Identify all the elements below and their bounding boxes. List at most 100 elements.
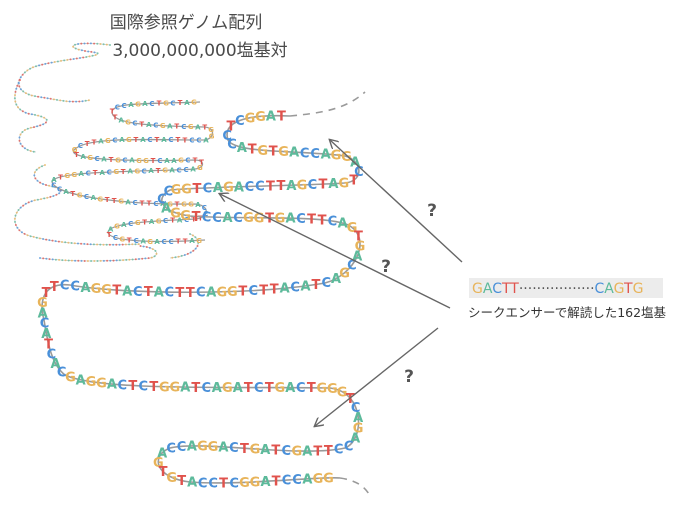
genome-base-letter: A xyxy=(285,381,295,396)
background-base-dot xyxy=(189,233,191,235)
background-base-dot xyxy=(25,203,27,205)
background-base-dot xyxy=(22,205,24,207)
genome-base-letter: C xyxy=(60,278,70,293)
background-base-dot xyxy=(39,257,41,259)
genome-base-letter: T xyxy=(127,237,132,245)
background-base-dot xyxy=(34,177,36,179)
background-base-dot xyxy=(93,260,95,262)
genome-base-letter: C xyxy=(296,212,306,227)
background-base-dot xyxy=(44,63,46,65)
genome-base-letter: G xyxy=(291,445,302,460)
genome-base-letter: G xyxy=(134,168,140,176)
genome-base-letter: C xyxy=(118,379,128,394)
genome-base-letter: C xyxy=(112,137,117,145)
genome-base-letter: C xyxy=(296,381,306,396)
genome-base-letter: T xyxy=(178,99,183,107)
genome-base-letter: T xyxy=(140,199,145,207)
background-base-dot xyxy=(82,57,84,59)
genome-base-letter: C xyxy=(233,211,243,226)
background-base-dot xyxy=(109,244,111,246)
genome-base-letter: G xyxy=(178,157,184,165)
read-base: T xyxy=(623,281,633,297)
background-base-dot xyxy=(41,64,43,66)
genome-base-letter: T xyxy=(175,286,184,301)
genome-base-letter: G xyxy=(159,380,170,395)
genome-base-letter: C xyxy=(147,136,152,144)
genome-base-letter: A xyxy=(140,136,146,144)
strand-continuation-top xyxy=(290,92,365,116)
background-base-dot xyxy=(39,182,41,184)
genome-base-letter: A xyxy=(98,138,104,146)
genome-base-letter: C xyxy=(132,120,137,128)
genome-base-letter: A xyxy=(76,373,86,388)
arrow-to-bottom-candidate xyxy=(315,328,438,426)
genome-base-letter: C xyxy=(189,136,194,144)
genome-base-letter: C xyxy=(328,215,338,230)
genome-base-letter: A xyxy=(285,212,295,227)
background-base-dot xyxy=(122,259,124,261)
background-base-dot xyxy=(100,43,102,45)
background-base-dot xyxy=(61,241,63,243)
genome-base-letter: C xyxy=(282,444,292,459)
genome-base-letter: T xyxy=(149,380,158,395)
genome-base-letter: C xyxy=(149,100,154,108)
genome-base-letter: C xyxy=(229,476,239,491)
genome-base-letter: T xyxy=(142,218,147,226)
genome-base-letter: G xyxy=(278,145,289,160)
genome-base-letter: C xyxy=(254,381,264,396)
genome-base-letter: A xyxy=(218,441,228,456)
background-base-dot xyxy=(15,104,17,106)
genome-base-letter: C xyxy=(184,166,189,174)
genome-base-letter: A xyxy=(169,167,175,175)
background-base-dot xyxy=(90,243,92,245)
genome-base-letter: A xyxy=(80,153,86,161)
background-base-dot xyxy=(27,149,29,151)
question-mark-top: ? xyxy=(427,201,437,221)
genome-base-letter: C xyxy=(255,180,265,195)
genome-base-letter: A xyxy=(154,286,164,301)
background-base-dot xyxy=(96,43,98,45)
genome-base-letter: T xyxy=(134,136,139,144)
genome-base-letter: C xyxy=(202,211,212,226)
background-base-dot xyxy=(144,257,146,259)
genome-base-letter: A xyxy=(146,121,152,129)
genome-base-letter: T xyxy=(157,100,162,108)
background-base-dot xyxy=(90,51,92,53)
genome-base-letter: T xyxy=(311,278,320,293)
genome-base-letter: A xyxy=(78,170,84,178)
background-base-dot xyxy=(36,169,38,171)
genome-base-letter: G xyxy=(113,168,119,176)
genome-base-letter: G xyxy=(227,285,238,300)
background-base-dot xyxy=(33,151,35,153)
genome-base-letter: T xyxy=(156,167,161,175)
background-base-dot xyxy=(17,106,19,108)
genome-base-letter: A xyxy=(280,282,290,297)
background-base-dot xyxy=(19,79,21,81)
sequencer-read: GACTT·················CAGTG シークエンサーで解読した… xyxy=(468,278,667,320)
genome-base-letter: T xyxy=(105,196,110,204)
background-base-dot xyxy=(81,260,83,262)
background-base-dot xyxy=(106,260,108,262)
genome-base-letter: A xyxy=(328,177,338,192)
background-base-dot xyxy=(25,92,27,94)
background-base-dot xyxy=(57,61,59,63)
background-base-dot xyxy=(25,112,27,114)
background-base-dot xyxy=(15,88,17,90)
genome-base-letter: T xyxy=(202,123,207,131)
background-base-dot xyxy=(78,49,80,51)
background-base-dot xyxy=(34,95,36,97)
background-base-dot xyxy=(87,51,89,53)
genome-base-letter: A xyxy=(128,101,134,109)
genome-base-letter: G xyxy=(126,136,132,144)
genome-base-letter: A xyxy=(195,201,201,209)
background-base-dot xyxy=(19,137,21,139)
genome-base-letter: A xyxy=(237,141,247,156)
background-base-dot xyxy=(171,257,173,259)
genome-base-letter: T xyxy=(324,444,333,459)
genome-base-letter: A xyxy=(101,156,107,164)
genome-base-letter: A xyxy=(164,157,170,165)
genome-base-letter: G xyxy=(119,236,125,244)
background-base-dot xyxy=(24,147,26,149)
genome-base-letter: C xyxy=(166,441,176,456)
background-base-dot xyxy=(79,57,81,59)
